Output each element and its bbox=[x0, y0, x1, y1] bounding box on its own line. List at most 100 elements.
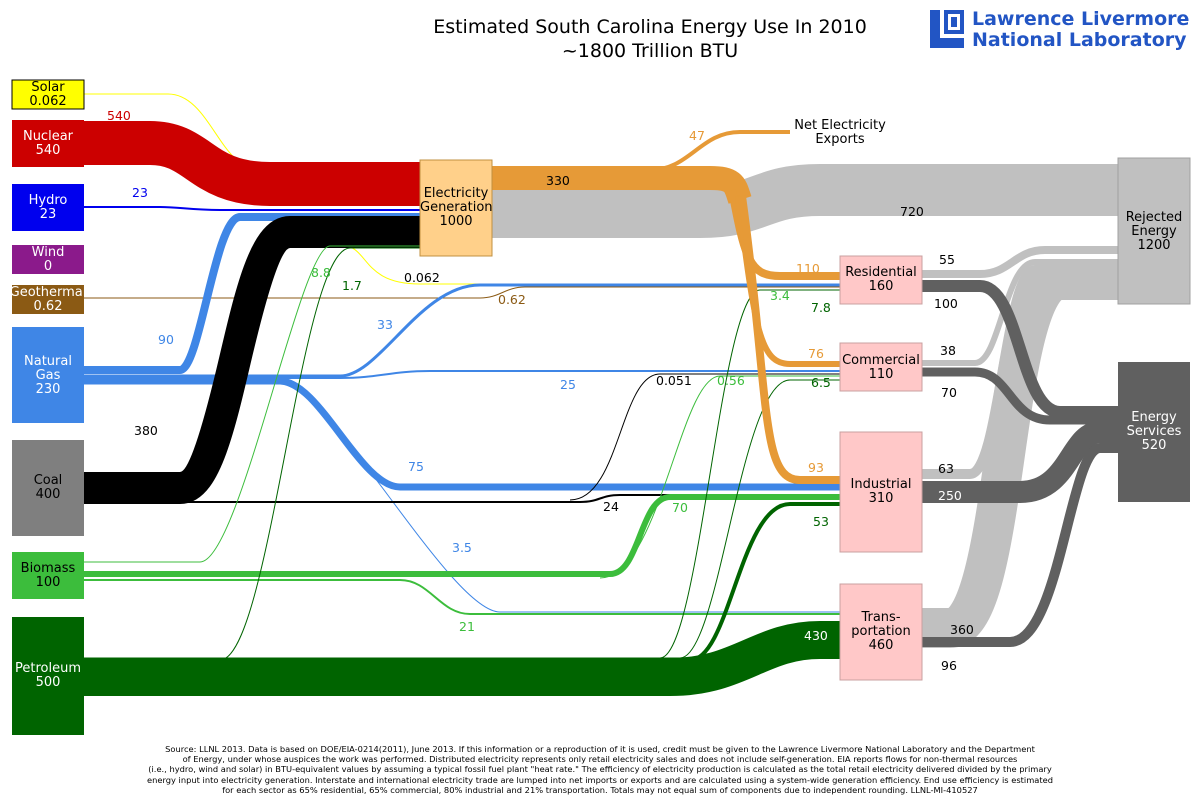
label-petro-res2: 7.8 bbox=[811, 300, 831, 315]
source-line-1: Source: LLNL 2013. Data is based on DOE/… bbox=[165, 744, 1035, 754]
flow-trans-rejected bbox=[922, 260, 1118, 648]
flow-res-rejected bbox=[922, 246, 1118, 278]
label-elec-com: 76 bbox=[808, 346, 824, 361]
natural-gas-value: 230 bbox=[35, 382, 61, 397]
logo-line2: National Laboratory bbox=[972, 29, 1187, 51]
node-rejected-label: Rejected Energy 1200 bbox=[1118, 211, 1190, 253]
node-petroleum bbox=[12, 617, 84, 735]
residential-value: 160 bbox=[868, 279, 894, 294]
source-line-4: energy input into electricity generation… bbox=[146, 774, 1054, 785]
label-coal-elec: 380 bbox=[134, 423, 158, 438]
node-electricity-label: Electricity Generation 1000 bbox=[420, 187, 493, 229]
biomass-value: 100 bbox=[35, 575, 61, 590]
flow-elec-total bbox=[492, 166, 752, 204]
chart-title: Estimated South Carolina Energy Use In 2… bbox=[433, 16, 867, 38]
source-line-5: for each sector as 65% residential, 65% … bbox=[222, 784, 978, 795]
services-value: 520 bbox=[1141, 438, 1167, 453]
source-line-3: (i.e., hydro, wind and solar) in BTU-equ… bbox=[148, 764, 1052, 775]
label-biomass-com: 0.56 bbox=[717, 373, 745, 388]
node-geothermal bbox=[12, 285, 84, 314]
industrial-value: 310 bbox=[868, 491, 894, 506]
node-commercial-label: Commercial 110 bbox=[840, 354, 922, 382]
label-ind-rejected: 63 bbox=[938, 461, 954, 476]
source-note: Source: LLNL 2013. Data is based on DOE/… bbox=[60, 744, 1140, 795]
hydro-name: Hydro bbox=[28, 193, 68, 208]
natural-gas-name: Natural Gas bbox=[24, 354, 72, 383]
node-coal bbox=[12, 440, 84, 536]
node-residential bbox=[839, 255, 923, 305]
geothermal-name: Geothermal bbox=[9, 285, 87, 300]
node-wind-label: Wind 0 bbox=[12, 246, 84, 274]
commercial-value: 110 bbox=[868, 367, 894, 382]
transportation-name: Trans- portation bbox=[851, 610, 911, 639]
wind-value: 0 bbox=[43, 259, 53, 274]
label-gas-elec: 90 bbox=[158, 332, 174, 347]
flow-biomass-ind bbox=[84, 494, 840, 577]
services-name: Energy Services bbox=[1126, 410, 1182, 439]
hydro-value: 23 bbox=[39, 207, 57, 222]
geothermal-value: 0.62 bbox=[33, 299, 63, 314]
flow-petro-elec bbox=[84, 247, 420, 661]
node-solar bbox=[11, 79, 85, 110]
label-hydro-elec: 23 bbox=[132, 185, 148, 200]
flow-biomass-com bbox=[599, 375, 840, 579]
label-solar-res: 0.062 bbox=[404, 270, 440, 285]
flow-biomass-elec bbox=[84, 245, 420, 563]
flow-coal-ind bbox=[84, 494, 840, 503]
label-gas-res: 33 bbox=[377, 317, 393, 332]
label-res-rejected: 55 bbox=[939, 252, 955, 267]
flow-hydro-elec bbox=[84, 206, 420, 211]
llnl-logo: Lawrence Livermore National Laboratory bbox=[928, 8, 1189, 58]
flow-biomass-trans bbox=[84, 579, 840, 615]
node-nuclear bbox=[12, 120, 84, 167]
exports-label: Net Electricity Exports bbox=[794, 118, 886, 147]
transportation-value: 460 bbox=[868, 638, 894, 653]
node-hydro bbox=[12, 184, 84, 231]
label-trans-services: 96 bbox=[941, 658, 957, 673]
label-ind-services: 250 bbox=[938, 488, 962, 503]
logo-text: Lawrence Livermore National Laboratory bbox=[972, 9, 1189, 51]
label-biomass-elec: 8.8 bbox=[311, 265, 331, 280]
flow-coal-com bbox=[569, 373, 840, 501]
label-petro-trans: 430 bbox=[804, 628, 828, 643]
node-residential-label: Residential 160 bbox=[840, 266, 922, 294]
label-nuclear-elec: 540 bbox=[107, 108, 131, 123]
wind-name: Wind bbox=[31, 245, 65, 260]
flow-gas-elec bbox=[84, 213, 420, 374]
nuclear-value: 540 bbox=[35, 143, 61, 158]
rejected-value: 1200 bbox=[1137, 238, 1171, 253]
chart-subtitle: ~1800 Trillion BTU bbox=[561, 40, 739, 62]
label-elec-res: 110 bbox=[796, 261, 820, 276]
node-services-label: Energy Services 520 bbox=[1118, 411, 1190, 453]
flow-coal-elec bbox=[84, 216, 420, 504]
label-res-services: 100 bbox=[934, 296, 958, 311]
label-petro-res: 3.4 bbox=[770, 288, 790, 303]
industrial-name: Industrial bbox=[850, 477, 912, 492]
label-gas-ind: 75 bbox=[408, 459, 424, 474]
label-coal-ind: 24 bbox=[603, 499, 619, 514]
node-biomass bbox=[12, 552, 84, 599]
node-electricity bbox=[419, 159, 493, 257]
node-nuclear-label: Nuclear 540 bbox=[12, 130, 84, 158]
label-coal-com: 0.051 bbox=[656, 373, 692, 388]
node-transportation bbox=[839, 583, 923, 681]
flow-gas-res bbox=[84, 283, 840, 378]
node-industrial bbox=[839, 431, 923, 553]
coal-name: Coal bbox=[33, 473, 63, 488]
label-elec-ind: 93 bbox=[808, 460, 824, 475]
node-industrial-label: Industrial 310 bbox=[840, 478, 922, 506]
flow-geo-res bbox=[84, 286, 840, 299]
logo-line1: Lawrence Livermore bbox=[972, 8, 1190, 30]
node-hydro-label: Hydro 23 bbox=[12, 194, 84, 222]
solar-name: Solar bbox=[31, 80, 65, 95]
electricity-value: 1000 bbox=[439, 214, 473, 229]
label-elec-exports: 47 bbox=[689, 128, 705, 143]
label-com-rejected: 38 bbox=[940, 343, 956, 358]
flow-gas-com bbox=[84, 370, 840, 379]
label-petro-ind: 53 bbox=[813, 514, 829, 529]
commercial-name: Commercial bbox=[842, 353, 920, 368]
label-geo-res: 0.62 bbox=[498, 292, 526, 307]
flow-gas-trans bbox=[84, 383, 840, 613]
residential-name: Residential bbox=[845, 265, 917, 280]
label-biomass-ind: 70 bbox=[672, 500, 688, 515]
